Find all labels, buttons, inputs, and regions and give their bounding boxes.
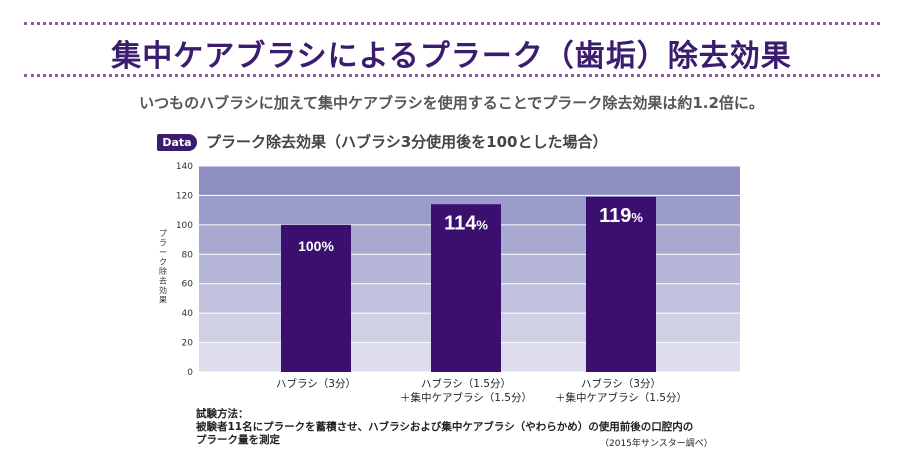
source-note: （2015年サンスター調べ） [600, 439, 713, 449]
y-tick-label: 140 [176, 162, 193, 172]
x-category-label: ＋集中ケアブラシ（1.5分） [555, 391, 687, 403]
y-axis-label-char: プ [159, 229, 167, 238]
bar-value-label: 100% [298, 238, 334, 254]
bar [431, 204, 501, 372]
test-method: 試験方法： 被験者11名にプラークを蓄積させ、ハブラシおよび集中ケアブラシ（やわ… [196, 408, 693, 447]
y-axis-label-char: 除 [159, 266, 167, 276]
chart-band [199, 166, 740, 196]
y-axis-label-char: 果 [159, 296, 167, 305]
y-tick-label: 60 [182, 280, 194, 290]
bar-value-label: 119% [599, 205, 643, 227]
y-tick-label: 20 [182, 339, 194, 349]
y-tick-label: 0 [187, 368, 193, 378]
method-line-2: プラーク量を測定 [196, 434, 280, 446]
bars [281, 196, 656, 372]
y-axis-label-char: ー [159, 248, 167, 257]
y-tick-label: 80 [182, 250, 194, 260]
y-tick-label: 120 [176, 191, 193, 201]
top-dotted-rule [24, 22, 880, 25]
chart-heading: プラーク除去効果（ハブラシ3分使用後を100とした場合） [206, 133, 608, 151]
bar-chart: 0 20 40 60 80 100 120 140 プラーク除去効果 100% 114% 119%… [159, 162, 740, 403]
y-axis-label: プラーク除去効果 [159, 229, 167, 305]
x-axis-labels: ハブラシ（3分） ハブラシ（1.5分）＋集中ケアブラシ（1.5分）ハブラシ（3分）… [276, 377, 687, 403]
y-axis-label-char: 効 [159, 285, 167, 295]
y-tick-label: 40 [182, 309, 194, 319]
data-badge: Data [157, 134, 197, 151]
x-category-label: ハブラシ（3分） [581, 377, 661, 390]
page-subtitle: いつものハブラシに加えて集中ケアブラシを使用することでプラーク除去効果は約1.2… [139, 94, 764, 112]
y-axis-label-char: ク [159, 258, 167, 267]
y-axis-label-char: ラ [159, 239, 167, 248]
y-axis-ticks: 0 20 40 60 80 100 120 140 [176, 162, 193, 378]
bar [281, 224, 351, 372]
bottom-dotted-rule [24, 74, 880, 77]
bar-data-labels: 100% 114% 119% [298, 205, 643, 254]
x-category-label: ＋集中ケアブラシ（1.5分） [400, 391, 532, 403]
page-title: 集中ケアブラシによるプラーク（歯垢）除去効果 [111, 39, 792, 74]
bar-value-label: 114% [444, 212, 488, 234]
method-line-1: 被験者11名にプラークを蓄積させ、ハブラシおよび集中ケアブラシ（やわらかめ）の使… [196, 421, 694, 433]
method-heading: 試験方法： [196, 408, 249, 420]
bar [586, 196, 656, 372]
y-axis-label-char: 去 [159, 276, 167, 286]
x-category-label: ハブラシ（1.5分） [421, 377, 511, 390]
x-category-label: ハブラシ（3分） [276, 377, 356, 390]
y-tick-label: 100 [176, 221, 193, 231]
